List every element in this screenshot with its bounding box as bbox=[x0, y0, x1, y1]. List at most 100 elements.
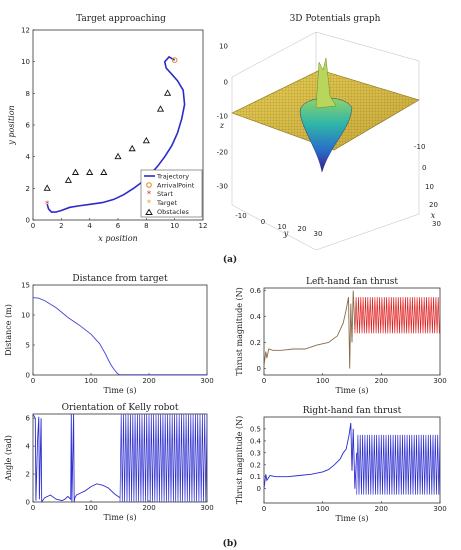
obstacle-marker bbox=[86, 168, 94, 175]
y-axis-label: Distance (m) bbox=[4, 304, 13, 356]
y-tick-label: 10 bbox=[21, 58, 30, 66]
x-tick-label: -10 bbox=[414, 143, 425, 151]
x-axis-label: Time (s) bbox=[103, 386, 136, 395]
y-axis-label: Angle (rad) bbox=[4, 435, 13, 482]
x-tick-label: 8 bbox=[144, 222, 148, 230]
z-axis-label: z bbox=[219, 121, 225, 130]
panel-3d-potentials: 3D Potentials graph 100-10-20- bbox=[217, 14, 441, 251]
obstacle-marker bbox=[64, 176, 72, 183]
x-tick-label: 4 bbox=[87, 222, 92, 230]
y-tick-label: 10 bbox=[278, 223, 287, 231]
y-axis-label: y position bbox=[7, 105, 16, 145]
legend-target: Target bbox=[156, 199, 178, 207]
legend: Trajectory ArrivalPoint * Start * Target… bbox=[140, 169, 203, 218]
x-tick-label: 300 bbox=[433, 377, 446, 385]
y-axis-label: Thrust magnitude (N) bbox=[235, 287, 244, 376]
y-tick-label: 0.2 bbox=[250, 461, 261, 469]
x-tick-label: 200 bbox=[142, 377, 155, 385]
chart-title: Target approaching bbox=[76, 14, 166, 24]
axis-ticks: 10 0 -10 -20 -30 -10 0 10 20 30 -10 0 10 20 30 bbox=[217, 43, 441, 239]
y-tick-label: 0.5 bbox=[250, 425, 261, 433]
line-chart-5: Right-hand fan thrust 0 100 200 300 0 0.1 0.2 0.… bbox=[235, 406, 447, 523]
y-tick-label: 8 bbox=[26, 90, 30, 98]
chart-title: 3D Potentials graph bbox=[290, 14, 381, 24]
legend-box bbox=[140, 169, 203, 218]
x-tick-label: 12 bbox=[199, 222, 208, 230]
y-tick-label: 0.1 bbox=[250, 473, 261, 481]
x-axis-label: Time (s) bbox=[103, 513, 136, 522]
obstacle-marker bbox=[71, 168, 80, 175]
y-axis-label: Thrust magnitude (N) bbox=[235, 416, 244, 505]
x-axis-label: Time (s) bbox=[335, 386, 368, 395]
x-tick-label: 100 bbox=[316, 505, 329, 513]
y-tick-label: 4 bbox=[26, 153, 31, 161]
y-tick-label: 30 bbox=[314, 230, 323, 238]
series-line bbox=[264, 422, 358, 489]
x-tick-label: 100 bbox=[84, 377, 97, 385]
x-tick-label: 30 bbox=[432, 220, 441, 228]
y-tick-label: -10 bbox=[235, 212, 246, 220]
y-tick-label: 0.3 bbox=[250, 449, 261, 457]
x-tick-label: 100 bbox=[316, 377, 329, 385]
y-tick-label: 0 bbox=[257, 365, 261, 373]
plot-area bbox=[32, 284, 208, 376]
x-tick-label: 6 bbox=[116, 222, 121, 230]
legend-start-swatch: * bbox=[147, 190, 151, 199]
x-tick-label: 0 bbox=[31, 377, 35, 385]
chart-title: Right-hand fan thrust bbox=[303, 406, 402, 416]
chart-title: Distance from target bbox=[72, 274, 168, 284]
series-line bbox=[33, 414, 121, 502]
series-line bbox=[33, 297, 207, 375]
y-tick-label: 15 bbox=[21, 282, 30, 290]
line-chart-3: Left-hand fan thrust 0 100 200 300 0 0.2 0.4 0.6… bbox=[235, 277, 447, 395]
x-tick-label: 0 bbox=[31, 222, 35, 230]
obstacle-marker bbox=[43, 184, 51, 191]
x-tick-label: 0 bbox=[262, 377, 266, 385]
obstacle-marker bbox=[114, 152, 122, 160]
z-tick-label: -20 bbox=[217, 149, 228, 157]
y-axis-label: y bbox=[283, 229, 289, 238]
x-axis-label: x bbox=[431, 211, 436, 220]
x-axis-label: Time (s) bbox=[335, 514, 368, 523]
x-tick-label: 300 bbox=[200, 504, 213, 512]
y-tick-label: 0 bbox=[257, 485, 261, 493]
x-tick-label: 200 bbox=[375, 505, 388, 513]
oscillation-line bbox=[354, 297, 440, 334]
y-tick-label: 0 bbox=[26, 217, 30, 225]
obstacle-marker bbox=[164, 89, 172, 96]
y-tick-label: 4 bbox=[26, 443, 31, 451]
legend-trajectory: Trajectory bbox=[156, 173, 189, 181]
legend-arrival-swatch bbox=[146, 182, 152, 188]
obstacle-marker bbox=[100, 168, 108, 175]
y-tick-label: 20 bbox=[298, 225, 307, 233]
x-tick-label: 10 bbox=[425, 183, 434, 191]
start-marker: * bbox=[45, 200, 49, 209]
caption-a: (a) bbox=[223, 254, 237, 265]
y-tick-label: 0.4 bbox=[250, 437, 262, 445]
x-tick-label: 300 bbox=[200, 377, 213, 385]
legend-obstacles: Obstacles bbox=[157, 208, 190, 216]
oscillation-line bbox=[356, 434, 440, 495]
chart-title: Left-hand fan thrust bbox=[306, 277, 398, 287]
obstacle-marker bbox=[142, 136, 150, 144]
y-tick-label: 0 bbox=[26, 499, 30, 507]
arrival-point-marker bbox=[171, 57, 178, 63]
y-tick-label: 0 bbox=[261, 218, 265, 226]
z-tick-label: 10 bbox=[219, 43, 228, 51]
y-tick-label: 2 bbox=[26, 471, 30, 479]
y-tick-label: 0.2 bbox=[250, 339, 261, 347]
obstacle-peaks bbox=[315, 57, 337, 109]
x-tick-label: 0 bbox=[262, 505, 266, 513]
z-tick-label: -30 bbox=[217, 183, 228, 191]
y-tick-label: 2 bbox=[26, 185, 30, 193]
z-tick-label: 0 bbox=[224, 79, 228, 87]
z-tick-label: -10 bbox=[217, 113, 228, 121]
y-tick-label: 0.4 bbox=[250, 313, 262, 321]
line-chart-2: Distance from target 0 100 200 300 0 5 10 15 Time… bbox=[4, 274, 214, 395]
x-tick-label: 200 bbox=[142, 504, 155, 512]
x-tick-label: 0 bbox=[31, 504, 35, 512]
x-tick-label: 20 bbox=[429, 201, 438, 209]
